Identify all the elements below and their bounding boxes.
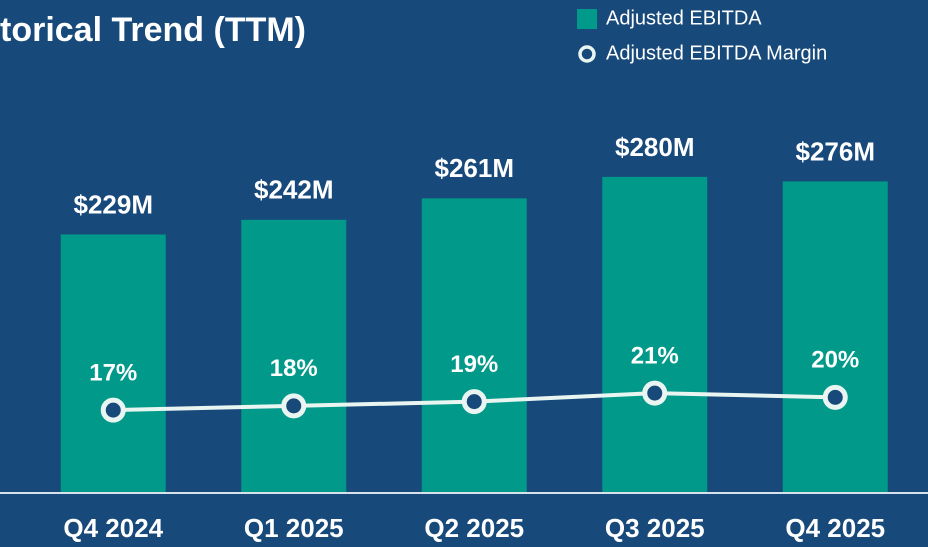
margin-value-label: 21%	[631, 342, 679, 369]
x-tick-label: Q2 2025	[424, 513, 524, 543]
legend-swatch	[578, 45, 596, 63]
x-tick-label: Q3 2025	[605, 513, 705, 543]
margin-value-label: 17%	[89, 359, 137, 386]
legend-label: Adjusted EBITDA Margin	[606, 42, 827, 64]
bar	[782, 181, 888, 493]
bar-value-label: $229M	[74, 189, 154, 219]
x-tick-label: Q1 2025	[244, 513, 344, 543]
bar-value-label: $276M	[796, 136, 876, 166]
margin-marker	[461, 389, 487, 415]
margin-marker	[822, 384, 848, 410]
bar	[421, 198, 527, 493]
margin-value-label: 20%	[811, 347, 859, 374]
bar-value-label: $242M	[254, 175, 334, 205]
bar	[241, 219, 347, 494]
margin-marker	[642, 380, 668, 406]
bar	[60, 234, 166, 494]
bar	[602, 176, 708, 493]
legend-swatch	[577, 9, 597, 29]
x-tick-label: Q4 2025	[785, 513, 885, 543]
chart-title: torical Trend (TTM)	[0, 11, 306, 49]
bar-value-label: $280M	[615, 132, 695, 162]
margin-value-label: 18%	[270, 355, 318, 382]
bar-value-label: $261M	[435, 153, 515, 183]
x-tick-label: Q4 2024	[63, 513, 163, 543]
margin-marker	[281, 393, 307, 419]
margin-marker	[100, 397, 126, 423]
legend-label: Adjusted EBITDA	[606, 7, 762, 29]
margin-value-label: 19%	[450, 351, 498, 378]
